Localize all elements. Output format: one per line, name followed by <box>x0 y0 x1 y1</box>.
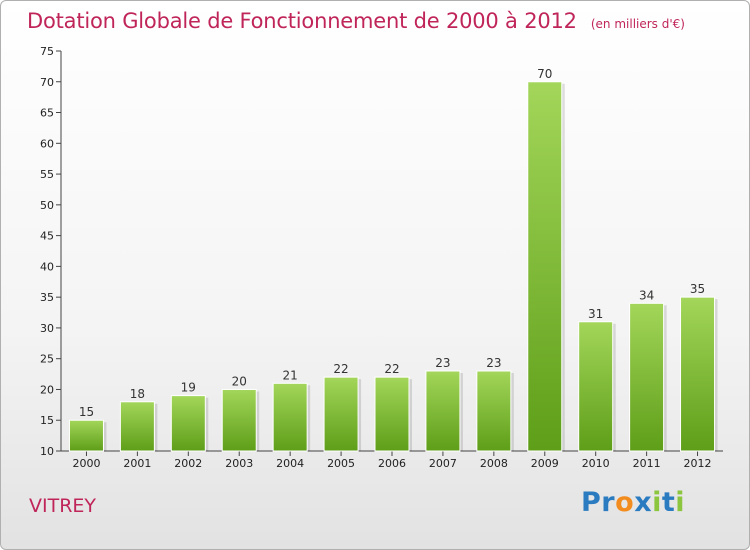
x-tick-label: 2011 <box>633 457 661 470</box>
commune-name: VITREY <box>29 495 97 517</box>
bar <box>680 296 716 452</box>
data-label: 22 <box>333 362 348 376</box>
bar <box>527 81 563 452</box>
data-label: 31 <box>588 307 603 321</box>
data-label: 23 <box>435 356 450 370</box>
bar <box>425 370 461 452</box>
logo-letter: i <box>652 487 662 518</box>
y-tick-label: 70 <box>40 76 54 89</box>
x-tick-label: 2007 <box>429 457 457 470</box>
chart-labels: 2000 15 2001 18 2002 19 2003 20 2004 21 2005 22 2006… <box>72 67 711 470</box>
y-tick-label: 25 <box>40 353 54 366</box>
chart-unit: (en milliers d'€) <box>590 17 685 31</box>
bar <box>119 401 155 452</box>
x-tick-label: 2005 <box>327 457 355 470</box>
x-tick-label: 2012 <box>684 457 712 470</box>
bar <box>221 388 257 452</box>
logo-letter: r <box>601 487 616 518</box>
x-tick-label: 2002 <box>174 457 202 470</box>
x-tick-label: 2003 <box>225 457 253 470</box>
y-tick-label: 75 <box>40 45 54 58</box>
data-label: 34 <box>639 288 654 302</box>
bar <box>170 395 206 452</box>
y-tick-label: 65 <box>40 107 54 120</box>
chart-title: Dotation Globale de Fonctionnement de 20… <box>27 9 577 33</box>
logo-letter: o <box>615 487 635 518</box>
data-label: 18 <box>130 387 145 401</box>
x-tick-label: 2006 <box>378 457 406 470</box>
logo-letter: i <box>675 487 686 518</box>
x-tick-label: 2000 <box>72 457 100 470</box>
bar <box>323 376 359 452</box>
data-label: 15 <box>79 405 94 419</box>
data-label: 21 <box>283 368 298 382</box>
logo-letter: x <box>634 487 653 518</box>
x-tick-label: 2001 <box>123 457 151 470</box>
y-tick-label: 60 <box>40 137 54 150</box>
y-tick-label: 45 <box>40 230 54 243</box>
y-tick-label: 20 <box>40 383 54 396</box>
data-label: 19 <box>181 381 196 395</box>
y-tick-label: 55 <box>40 168 54 181</box>
x-tick-label: 2010 <box>582 457 610 470</box>
chart-axes: 10 15 20 25 30 35 40 45 50 55 60 65 70 75 <box>40 45 723 458</box>
data-label: 70 <box>537 67 552 81</box>
x-tick-label: 2008 <box>480 457 508 470</box>
bar <box>68 419 104 452</box>
x-tick-label: 2009 <box>531 457 559 470</box>
chart-title-block: Dotation Globale de Fonctionnement de 20… <box>27 9 685 33</box>
y-tick-label: 10 <box>40 445 54 458</box>
data-label: 22 <box>384 362 399 376</box>
data-label: 35 <box>690 282 705 296</box>
y-tick-label: 40 <box>40 260 54 273</box>
y-tick-label: 50 <box>40 199 54 212</box>
bar <box>272 382 308 452</box>
bar <box>578 321 614 452</box>
data-label: 23 <box>486 356 501 370</box>
y-tick-label: 30 <box>40 322 54 335</box>
bar <box>476 370 512 452</box>
x-tick-label: 2004 <box>276 457 304 470</box>
bar <box>629 302 665 452</box>
logo-letter: t <box>661 487 676 518</box>
proxiti-logo: Proxiti <box>581 487 685 518</box>
bar <box>374 376 410 452</box>
y-tick-label: 15 <box>40 414 54 427</box>
y-tick-label: 35 <box>40 291 54 304</box>
data-label: 20 <box>232 374 247 388</box>
logo-letter: P <box>581 487 602 518</box>
chart-bars <box>68 81 718 452</box>
